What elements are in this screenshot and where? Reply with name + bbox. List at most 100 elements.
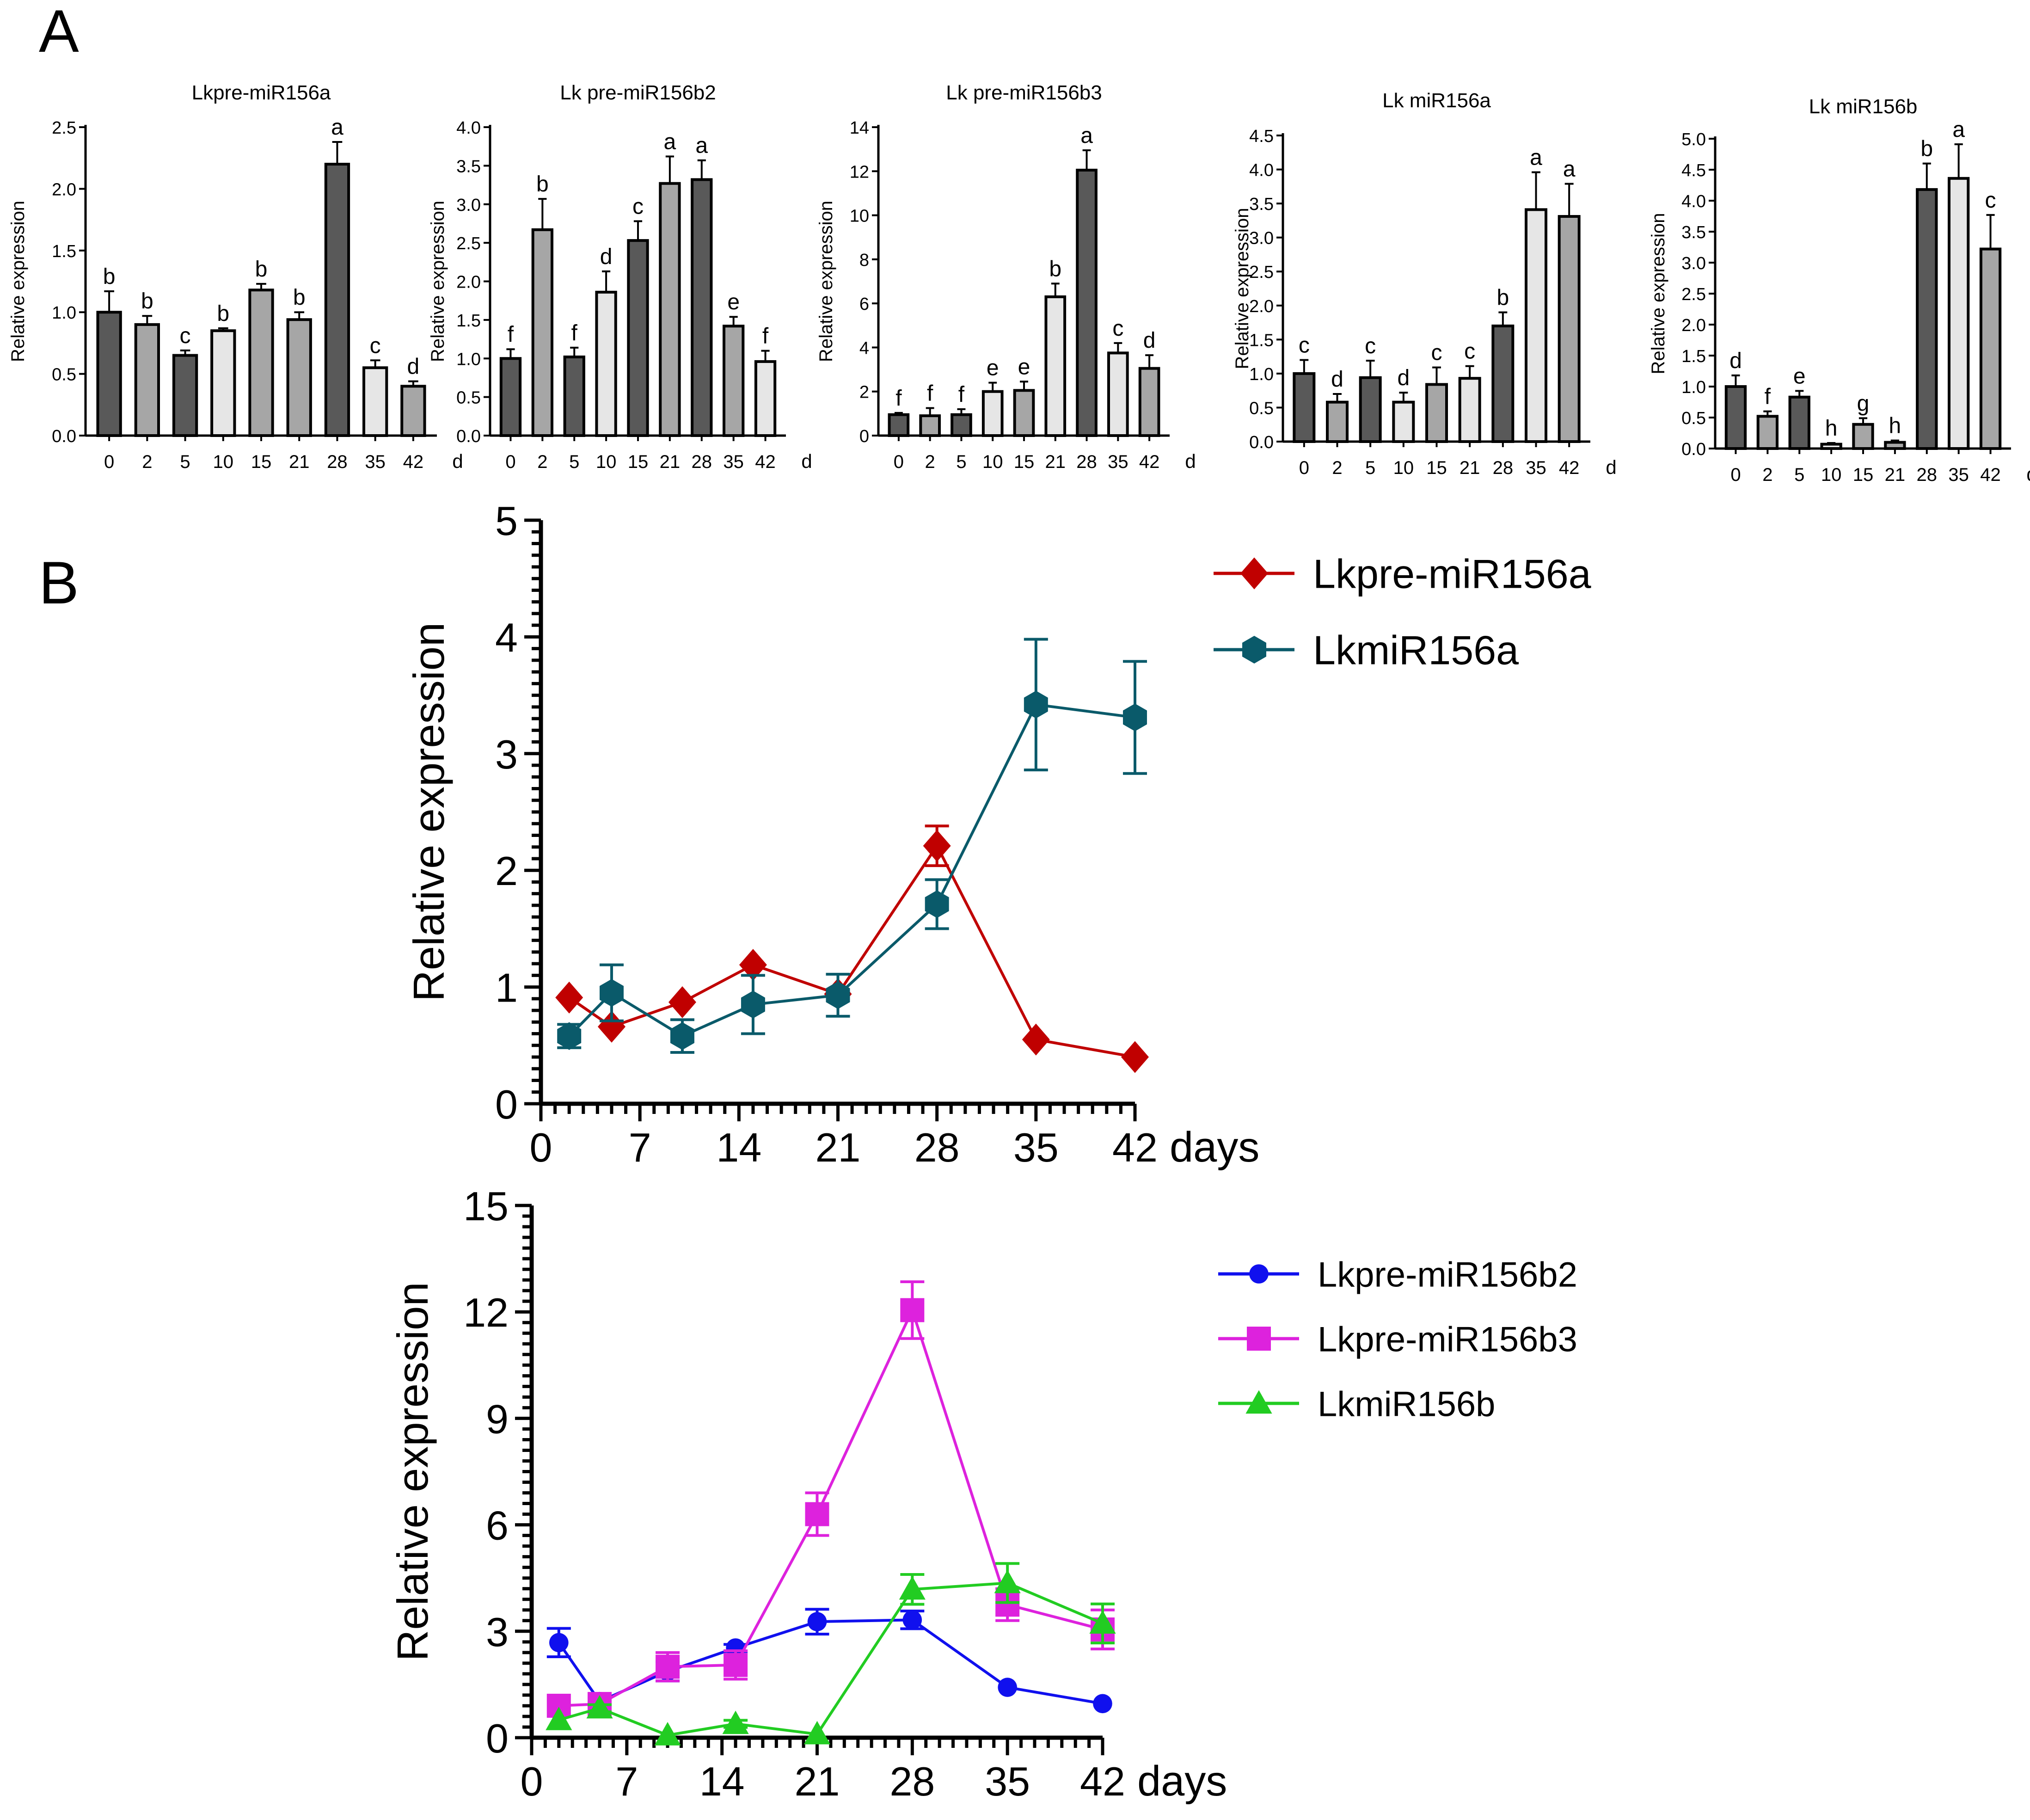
bar bbox=[362, 366, 388, 437]
y-tick-label: 8 bbox=[859, 251, 869, 270]
bar bbox=[1359, 376, 1382, 443]
y-tick-label: 0.5 bbox=[456, 388, 481, 408]
significance-letter: h bbox=[1889, 414, 1901, 438]
x-tick-label: 10 bbox=[1821, 465, 1842, 485]
x-tick-label: 21 bbox=[289, 452, 310, 472]
bar bbox=[1044, 295, 1067, 437]
bar bbox=[1326, 400, 1349, 443]
point-marker bbox=[726, 1638, 745, 1658]
x-tick-label: 28 bbox=[1076, 452, 1097, 472]
x-tick-label: 2 bbox=[537, 452, 547, 472]
x-tick-label: 10 bbox=[213, 452, 234, 472]
point-marker bbox=[900, 1298, 925, 1322]
point-marker bbox=[1240, 557, 1268, 590]
x-tick-label: 21 bbox=[816, 1125, 861, 1170]
x-tick-label: 2 bbox=[1762, 465, 1772, 485]
y-tick-label: 5 bbox=[495, 498, 518, 544]
significance-letter: e bbox=[1793, 364, 1806, 388]
point-marker bbox=[1093, 1694, 1112, 1714]
point-marker bbox=[994, 1569, 1021, 1593]
x-tick-label: 28 bbox=[692, 452, 712, 472]
point-marker bbox=[998, 1678, 1017, 1697]
point-marker bbox=[549, 1633, 569, 1653]
x-tick-label: 15 bbox=[251, 452, 272, 472]
y-tick-label: 4.0 bbox=[456, 118, 481, 138]
x-axis-unit: days bbox=[1137, 1758, 1227, 1805]
point-marker bbox=[826, 981, 850, 1009]
bar bbox=[919, 414, 941, 437]
x-tick-label: 7 bbox=[629, 1125, 651, 1170]
y-axis-label: Relative expression bbox=[8, 201, 28, 362]
x-tick-label: 2 bbox=[925, 452, 935, 472]
significance-letter: h bbox=[1825, 416, 1838, 441]
series-line bbox=[568, 843, 1135, 1058]
x-tick-label: 21 bbox=[660, 452, 681, 472]
x-axis-unit: d bbox=[452, 450, 463, 472]
chart-title: Lkpre-miR156a bbox=[192, 81, 331, 104]
y-tick-label: 2.5 bbox=[456, 234, 481, 253]
chart-title: Lk miR156b bbox=[1809, 95, 1918, 118]
legend-label: LkmiR156a bbox=[1313, 627, 1519, 673]
point-marker bbox=[597, 1010, 626, 1043]
x-tick-label: 2 bbox=[1332, 458, 1342, 478]
significance-letter: d bbox=[1397, 366, 1410, 390]
x-tick-label: 0 bbox=[104, 452, 114, 472]
bar bbox=[1948, 177, 1970, 450]
x-tick-label: 15 bbox=[628, 452, 649, 472]
y-tick-label: 2.5 bbox=[1681, 285, 1706, 304]
x-tick-label: 21 bbox=[795, 1759, 840, 1804]
x-tick-label: 7 bbox=[615, 1759, 638, 1804]
x-tick-label: 42 bbox=[1139, 452, 1160, 472]
significance-letter: a bbox=[1563, 157, 1576, 181]
x-axis-unit: days bbox=[1170, 1124, 1259, 1171]
significance-letter: g bbox=[1857, 391, 1870, 416]
y-tick-label: 1.0 bbox=[1681, 378, 1706, 397]
significance-letter: b bbox=[103, 264, 116, 289]
x-axis-unit: d bbox=[2026, 463, 2030, 485]
x-tick-label: 42 bbox=[403, 452, 424, 472]
y-tick-label: 2.0 bbox=[456, 273, 481, 292]
x-tick-label: 0 bbox=[521, 1759, 543, 1804]
x-tick-label: 15 bbox=[1853, 465, 1874, 485]
bar bbox=[1525, 208, 1547, 443]
x-tick-label: 21 bbox=[1460, 458, 1480, 478]
point-marker bbox=[899, 1576, 926, 1600]
point-marker bbox=[925, 890, 949, 918]
y-tick-label: 4.5 bbox=[1249, 127, 1274, 146]
series-Lkpre-miR156b3 bbox=[546, 1280, 1115, 1718]
y-tick-label: 2.0 bbox=[1249, 297, 1274, 316]
bar bbox=[691, 178, 713, 437]
bar bbox=[1107, 351, 1129, 437]
significance-letter: d bbox=[407, 355, 420, 379]
significance-letter: f bbox=[762, 324, 769, 349]
significance-letter: d bbox=[600, 245, 613, 269]
significance-letter: a bbox=[664, 129, 676, 154]
bar bbox=[1979, 247, 2002, 450]
x-tick-label: 0 bbox=[1730, 465, 1741, 485]
bar bbox=[1756, 415, 1779, 450]
x-tick-label: 35 bbox=[723, 452, 744, 472]
legend-label: Lkpre-miR156a bbox=[1313, 551, 1591, 597]
bar bbox=[96, 311, 122, 437]
bar bbox=[981, 390, 1004, 437]
y-tick-label: 3.0 bbox=[456, 196, 481, 215]
x-tick-label: 0 bbox=[1299, 458, 1309, 478]
significance-letter: f bbox=[958, 382, 965, 407]
point-marker bbox=[807, 1612, 827, 1631]
y-tick-label: 3.0 bbox=[1681, 254, 1706, 273]
significance-letter: c bbox=[1431, 341, 1442, 365]
x-tick-label: 42 bbox=[1112, 1125, 1158, 1170]
y-tick-label: 2 bbox=[495, 848, 518, 894]
x-tick-label: 10 bbox=[982, 452, 1003, 472]
bar bbox=[754, 360, 777, 437]
x-tick-label: 5 bbox=[180, 452, 190, 472]
y-tick-label: 2 bbox=[859, 383, 869, 402]
y-tick-label: 5.0 bbox=[1681, 130, 1706, 149]
x-tick-label: 15 bbox=[1426, 458, 1447, 478]
bar-chart-2: Lk pre-miR156b2 Relative expression 0.0 0.5… bbox=[428, 81, 812, 472]
y-tick-label: 6 bbox=[486, 1503, 509, 1549]
point-marker bbox=[722, 1710, 749, 1734]
legend-label: Lkpre-miR156b2 bbox=[1318, 1255, 1577, 1294]
bar bbox=[1820, 443, 1842, 450]
point-marker bbox=[668, 986, 696, 1018]
